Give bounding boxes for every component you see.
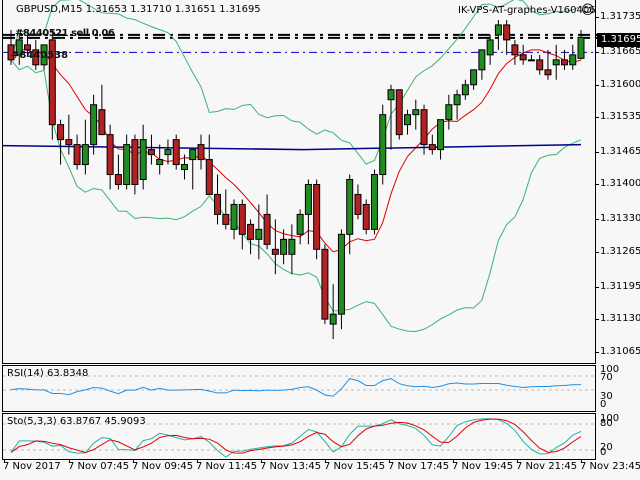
price-chart-panel[interactable]: GBPUSD,M15 1.31653 1.31710 1.31651 1.316… (2, 0, 597, 364)
time-tick-label: 7 Nov 21:45 (516, 461, 578, 472)
time-tick-label: 7 Nov 11:45 (196, 461, 258, 472)
price-tick-label: 1.31600 (600, 78, 640, 90)
sto-axis-20: 20 (600, 442, 613, 453)
price-tick-label: 1.31400 (600, 178, 640, 190)
time-tick-label: 7 Nov 07:45 (68, 461, 130, 472)
time-tick-label: 7 Nov 2017 (3, 461, 61, 472)
candlestick-chart (3, 0, 597, 340)
symbol-info: GBPUSD,M15 1.31653 1.31710 1.31651 1.316… (16, 4, 261, 15)
rsi-panel[interactable]: RSI(14) 63.8348 (2, 365, 597, 412)
rsi-axis-0: 0 (600, 399, 607, 410)
price-tick-label: 1.31265 (600, 245, 640, 257)
stochastic-label: Sto(5,3,3) 63.8767 45.9093 (7, 416, 146, 427)
time-tick-label: 7 Nov 13:45 (260, 461, 322, 472)
current-price-label: 1.31695 (597, 33, 640, 47)
stochastic-panel[interactable]: Sto(5,3,3) 63.8767 45.9093 (2, 413, 597, 460)
sto-axis-80: 80 (600, 418, 613, 429)
sto-axis-100: 100 (600, 413, 620, 424)
rsi-axis-30: 30 (600, 391, 613, 402)
time-tick-label: 7 Nov 23:45 (580, 461, 640, 472)
sto-axis-0: 0 (600, 447, 607, 458)
order-label-ticket: #8440538 (11, 50, 69, 61)
price-tick-label: 1.31130 (600, 313, 640, 325)
price-tick-label: 1.31535 (600, 111, 640, 123)
price-tick-label: 1.31465 (600, 146, 640, 158)
time-tick-label: 7 Nov 15:45 (324, 461, 386, 472)
rsi-line (3, 375, 597, 397)
time-tick-label: 7 Nov 17:45 (388, 461, 450, 472)
price-tick-label: 1.31195 (600, 280, 640, 292)
order-label-sell: #8440521 sell 0.06 (15, 28, 115, 39)
price-tick-label: 1.31735 (600, 11, 640, 23)
time-tick-label: 7 Nov 09:45 (132, 461, 194, 472)
rsi-axis-100: 100 (600, 364, 620, 375)
price-tick-label: 1.31330 (600, 213, 640, 225)
stochastic-lines (3, 418, 597, 458)
watermark-label: IK-VPS-AT-graphes-V160406 (458, 5, 596, 16)
smiley-icon: ☺ (581, 3, 595, 18)
time-tick-label: 7 Nov 19:45 (452, 461, 514, 472)
rsi-axis-70: 70 (600, 372, 613, 383)
rsi-label: RSI(14) 63.8348 (7, 368, 89, 379)
price-tick-label: 1.31665 (600, 46, 640, 58)
price-tick-label: 1.31065 (600, 345, 640, 357)
